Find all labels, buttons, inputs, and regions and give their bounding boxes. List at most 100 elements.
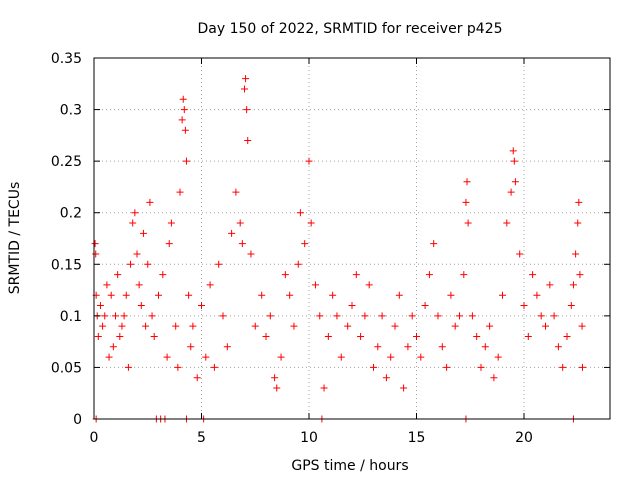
data-point — [135, 281, 143, 289]
data-point — [569, 281, 577, 289]
data-point — [189, 322, 197, 330]
data-point — [178, 116, 186, 124]
x-tick-label: 0 — [90, 430, 99, 446]
data-point — [468, 312, 476, 320]
data-point — [167, 219, 175, 227]
data-point — [215, 260, 223, 268]
data-point — [133, 250, 141, 258]
data-point — [490, 374, 498, 382]
y-tick-label: 0.05 — [51, 360, 82, 376]
data-point — [425, 271, 433, 279]
data-point — [137, 302, 145, 310]
data-point — [550, 312, 558, 320]
data-point — [107, 291, 115, 299]
data-point — [286, 291, 294, 299]
data-point — [511, 178, 519, 186]
data-point — [473, 332, 481, 340]
data-point — [509, 147, 517, 155]
data-point — [516, 250, 524, 258]
data-point — [443, 363, 451, 371]
data-point — [165, 240, 173, 248]
data-point — [370, 363, 377, 371]
data-point — [357, 332, 365, 340]
data-point — [404, 343, 412, 351]
data-point — [578, 363, 586, 371]
data-point — [481, 343, 489, 351]
data-point — [524, 332, 532, 340]
data-point — [127, 260, 135, 268]
data-point — [243, 106, 251, 114]
data-point — [94, 332, 102, 340]
data-point — [114, 271, 122, 279]
data-point — [258, 291, 266, 299]
data-point — [305, 157, 313, 165]
data-point — [179, 95, 187, 103]
data-point — [486, 322, 494, 330]
data-point — [430, 240, 438, 248]
data-point — [131, 209, 139, 217]
data-point — [92, 250, 100, 258]
data-point — [520, 302, 528, 310]
data-point — [142, 322, 150, 330]
data-point — [185, 291, 193, 299]
data-point — [574, 219, 582, 227]
data-point — [103, 281, 111, 289]
data-point — [244, 137, 252, 145]
data-point — [202, 353, 210, 361]
data-point — [193, 374, 201, 382]
data-point — [387, 353, 395, 361]
data-point — [163, 353, 171, 361]
data-point — [251, 322, 259, 330]
data-point — [198, 302, 205, 310]
data-point — [348, 302, 356, 310]
data-point — [99, 322, 107, 330]
data-point — [109, 343, 117, 351]
x-axis-label: GPS time / hours — [291, 458, 408, 474]
data-point — [232, 188, 240, 196]
data-point — [172, 322, 180, 330]
y-tick-label: 0.35 — [51, 51, 82, 67]
data-point — [413, 332, 420, 340]
data-point — [417, 353, 425, 361]
data-point — [96, 302, 104, 310]
data-point — [542, 322, 549, 330]
y-tick-label: 0.25 — [51, 154, 82, 170]
data-point — [223, 343, 231, 351]
data-point — [575, 198, 583, 206]
data-point — [510, 157, 518, 165]
data-point — [271, 374, 279, 382]
axis-ticks: 0 0.05 0.1 0.15 0.2 0.25 0.3 0.35 0 5 10 15 20 — [51, 51, 610, 446]
data-point — [554, 343, 562, 351]
data-point — [176, 188, 184, 196]
data-point — [546, 281, 554, 289]
data-point — [290, 322, 298, 330]
data-point — [352, 271, 360, 279]
data-point — [400, 384, 408, 392]
data-point — [182, 157, 190, 165]
data-point — [266, 312, 274, 320]
data-points — [91, 75, 586, 423]
data-point — [210, 363, 218, 371]
data-point — [241, 85, 248, 93]
data-point — [144, 260, 152, 268]
x-tick-label: 10 — [300, 430, 318, 446]
data-point — [382, 374, 390, 382]
data-point — [116, 332, 124, 340]
y-axis-label: SRMTID / TECUs — [7, 182, 23, 295]
data-point — [181, 126, 189, 134]
data-point — [320, 384, 328, 392]
data-point — [537, 312, 545, 320]
plot-area-border — [93, 57, 611, 420]
data-point — [572, 250, 580, 258]
y-tick-label: 0.1 — [60, 309, 82, 325]
data-point — [408, 312, 416, 320]
data-point — [361, 312, 369, 320]
data-point — [324, 332, 332, 340]
data-point — [456, 312, 463, 320]
data-point — [159, 271, 167, 279]
data-point — [242, 75, 250, 83]
data-point — [118, 322, 126, 330]
data-point — [434, 312, 442, 320]
data-point — [180, 106, 188, 114]
